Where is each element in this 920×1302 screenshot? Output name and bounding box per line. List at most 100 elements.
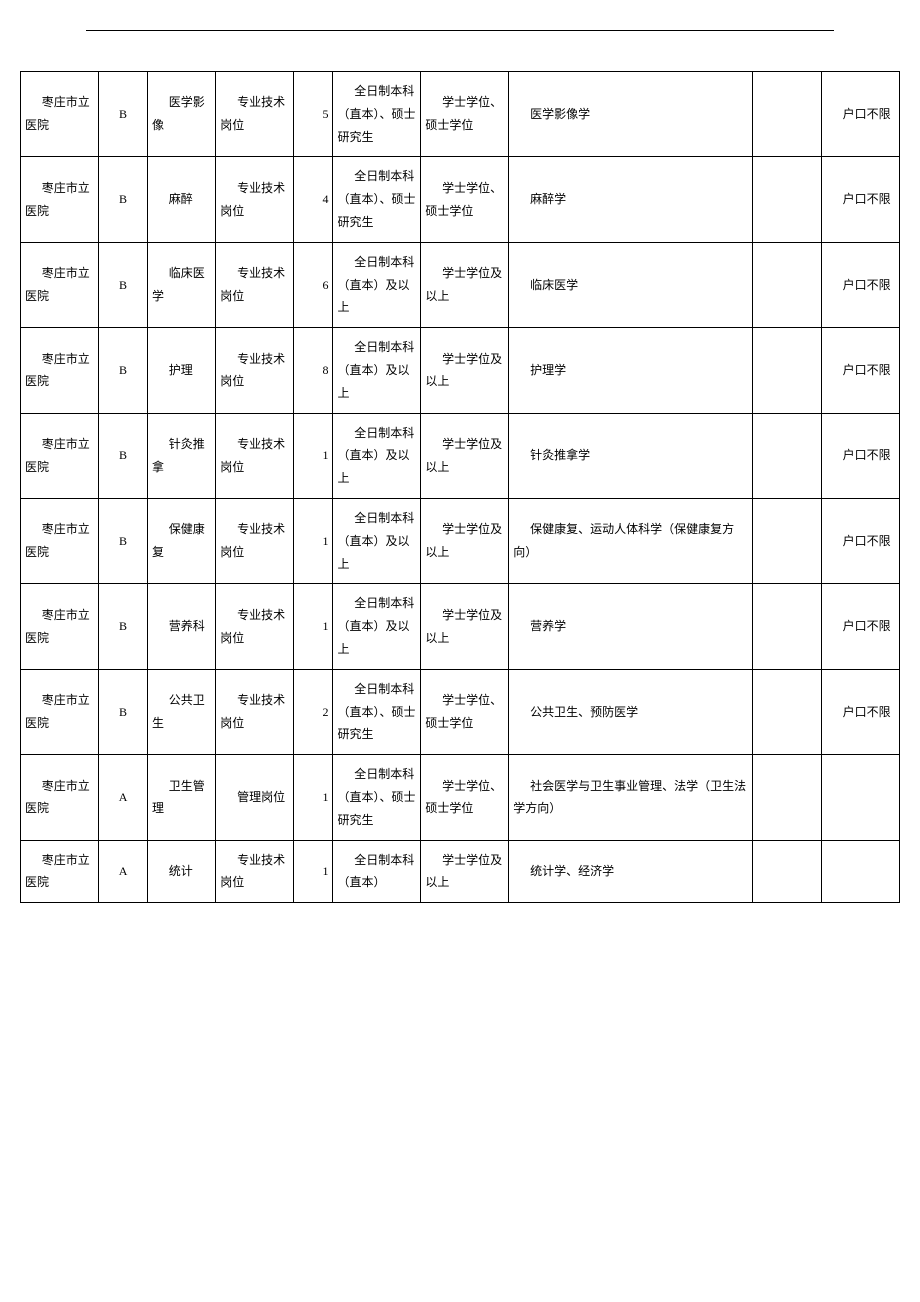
post-type-cell: 专业技术岗位 [216, 72, 294, 157]
other-cell [753, 755, 821, 840]
count-cell: 2 [294, 669, 333, 754]
education-cell: 全日制本科（直本）、硕士研究生 [333, 72, 421, 157]
count-cell: 4 [294, 157, 333, 242]
education-cell: 全日制本科（直本）、硕士研究生 [333, 755, 421, 840]
table-row: 枣庄市立医院B营养科专业技术岗位1全日制本科（直本）及以上学士学位及以上营养学户… [21, 584, 900, 669]
post-type-cell: 专业技术岗位 [216, 498, 294, 583]
note-cell [821, 755, 899, 840]
degree-cell: 学士学位、硕士学位 [421, 755, 509, 840]
post-type-cell: 专业技术岗位 [216, 328, 294, 413]
category-cell: B [99, 669, 148, 754]
post-type-cell: 专业技术岗位 [216, 840, 294, 903]
recruitment-table: 枣庄市立医院B医学影像专业技术岗位5全日制本科（直本）、硕士研究生学士学位、硕士… [20, 71, 900, 903]
table-row: 枣庄市立医院B保健康复专业技术岗位1全日制本科（直本）及以上学士学位及以上保健康… [21, 498, 900, 583]
header-divider [86, 30, 834, 31]
position-cell: 公共卫生 [147, 669, 215, 754]
note-cell: 户口不限 [821, 72, 899, 157]
major-cell: 麻醉学 [509, 157, 753, 242]
note-cell: 户口不限 [821, 669, 899, 754]
other-cell [753, 840, 821, 903]
degree-cell: 学士学位及以上 [421, 328, 509, 413]
degree-cell: 学士学位及以上 [421, 242, 509, 327]
post-type-cell: 管理岗位 [216, 755, 294, 840]
note-cell: 户口不限 [821, 157, 899, 242]
note-cell: 户口不限 [821, 242, 899, 327]
count-cell: 6 [294, 242, 333, 327]
major-cell: 营养学 [509, 584, 753, 669]
count-cell: 1 [294, 840, 333, 903]
post-type-cell: 专业技术岗位 [216, 242, 294, 327]
institution-cell: 枣庄市立医院 [21, 840, 99, 903]
education-cell: 全日制本科（直本）、硕士研究生 [333, 157, 421, 242]
table-row: 枣庄市立医院B医学影像专业技术岗位5全日制本科（直本）、硕士研究生学士学位、硕士… [21, 72, 900, 157]
position-cell: 护理 [147, 328, 215, 413]
institution-cell: 枣庄市立医院 [21, 755, 99, 840]
position-cell: 针灸推拿 [147, 413, 215, 498]
position-cell: 临床医学 [147, 242, 215, 327]
major-cell: 临床医学 [509, 242, 753, 327]
category-cell: A [99, 755, 148, 840]
count-cell: 1 [294, 498, 333, 583]
post-type-cell: 专业技术岗位 [216, 669, 294, 754]
major-cell: 社会医学与卫生事业管理、法学（卫生法学方向） [509, 755, 753, 840]
other-cell [753, 584, 821, 669]
degree-cell: 学士学位及以上 [421, 584, 509, 669]
other-cell [753, 498, 821, 583]
degree-cell: 学士学位及以上 [421, 498, 509, 583]
major-cell: 公共卫生、预防医学 [509, 669, 753, 754]
post-type-cell: 专业技术岗位 [216, 584, 294, 669]
major-cell: 统计学、经济学 [509, 840, 753, 903]
count-cell: 8 [294, 328, 333, 413]
category-cell: B [99, 242, 148, 327]
institution-cell: 枣庄市立医院 [21, 157, 99, 242]
education-cell: 全日制本科（直本）及以上 [333, 328, 421, 413]
position-cell: 统计 [147, 840, 215, 903]
category-cell: B [99, 328, 148, 413]
post-type-cell: 专业技术岗位 [216, 413, 294, 498]
note-cell: 户口不限 [821, 584, 899, 669]
note-cell: 户口不限 [821, 328, 899, 413]
education-cell: 全日制本科（直本）及以上 [333, 498, 421, 583]
major-cell: 医学影像学 [509, 72, 753, 157]
education-cell: 全日制本科（直本）及以上 [333, 413, 421, 498]
category-cell: B [99, 413, 148, 498]
education-cell: 全日制本科（直本）及以上 [333, 242, 421, 327]
post-type-cell: 专业技术岗位 [216, 157, 294, 242]
education-cell: 全日制本科（直本）及以上 [333, 584, 421, 669]
position-cell: 医学影像 [147, 72, 215, 157]
position-cell: 保健康复 [147, 498, 215, 583]
institution-cell: 枣庄市立医院 [21, 413, 99, 498]
other-cell [753, 242, 821, 327]
institution-cell: 枣庄市立医院 [21, 328, 99, 413]
other-cell [753, 669, 821, 754]
table-row: 枣庄市立医院B护理专业技术岗位8全日制本科（直本）及以上学士学位及以上护理学户口… [21, 328, 900, 413]
other-cell [753, 328, 821, 413]
count-cell: 1 [294, 755, 333, 840]
table-row: 枣庄市立医院B麻醉专业技术岗位4全日制本科（直本）、硕士研究生学士学位、硕士学位… [21, 157, 900, 242]
other-cell [753, 157, 821, 242]
note-cell: 户口不限 [821, 498, 899, 583]
category-cell: A [99, 840, 148, 903]
category-cell: B [99, 72, 148, 157]
major-cell: 护理学 [509, 328, 753, 413]
position-cell: 营养科 [147, 584, 215, 669]
category-cell: B [99, 498, 148, 583]
institution-cell: 枣庄市立医院 [21, 498, 99, 583]
table-row: 枣庄市立医院B针灸推拿专业技术岗位1全日制本科（直本）及以上学士学位及以上针灸推… [21, 413, 900, 498]
degree-cell: 学士学位及以上 [421, 840, 509, 903]
degree-cell: 学士学位、硕士学位 [421, 669, 509, 754]
count-cell: 1 [294, 584, 333, 669]
major-cell: 针灸推拿学 [509, 413, 753, 498]
position-cell: 卫生管理 [147, 755, 215, 840]
institution-cell: 枣庄市立医院 [21, 72, 99, 157]
count-cell: 1 [294, 413, 333, 498]
other-cell [753, 413, 821, 498]
note-cell: 户口不限 [821, 413, 899, 498]
degree-cell: 学士学位、硕士学位 [421, 157, 509, 242]
count-cell: 5 [294, 72, 333, 157]
institution-cell: 枣庄市立医院 [21, 242, 99, 327]
category-cell: B [99, 584, 148, 669]
category-cell: B [99, 157, 148, 242]
education-cell: 全日制本科（直本）、硕士研究生 [333, 669, 421, 754]
degree-cell: 学士学位及以上 [421, 413, 509, 498]
